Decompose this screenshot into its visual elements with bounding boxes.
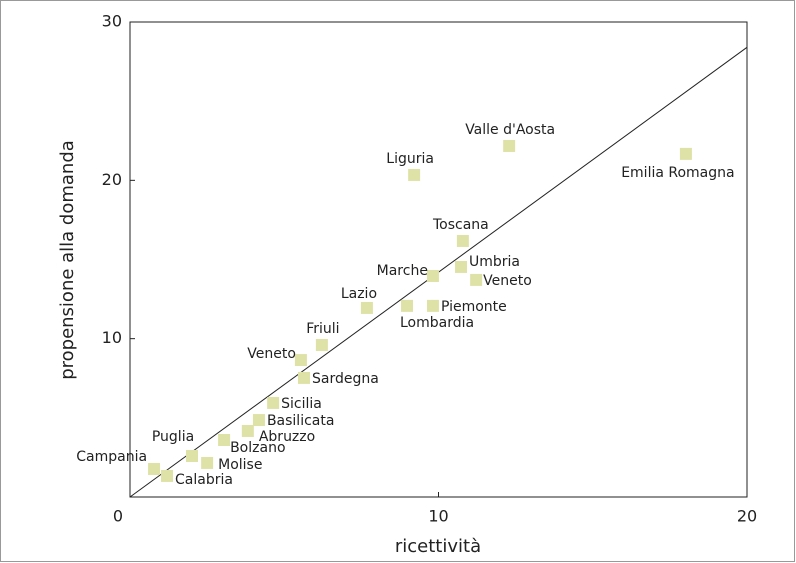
x-tick-label: 10 [428, 507, 448, 526]
point-label: Toscana [432, 217, 489, 233]
point-label: Emilia Romagna [621, 165, 734, 181]
point [161, 469, 174, 482]
point [241, 424, 254, 437]
point [426, 299, 439, 312]
point [455, 260, 468, 273]
point [503, 139, 516, 152]
y-tick-label: 30 [102, 12, 122, 31]
point-label: Valle d'Aosta [465, 122, 555, 138]
point-label: Piemonte [441, 299, 507, 315]
point [267, 396, 280, 409]
point [401, 299, 414, 312]
point [456, 234, 469, 247]
point [360, 301, 373, 314]
point-label: Puglia [152, 429, 194, 445]
x-axis-label: ricettività [395, 536, 481, 557]
point-label: Umbria [469, 254, 520, 270]
point-label: Sicilia [281, 396, 322, 412]
plot-area [129, 21, 748, 498]
y-axis-label: propensione alla domanda [57, 140, 78, 380]
point-label: Liguria [386, 151, 434, 167]
point-label: Lombardia [400, 315, 474, 331]
point-label: Bolzano [230, 440, 285, 456]
point-label: Sardegna [312, 371, 379, 387]
point-label: Veneto [247, 346, 296, 362]
y-tick-label: 20 [102, 170, 122, 189]
point [408, 168, 421, 181]
point-label: Molise [218, 457, 262, 473]
point-label: Marche [377, 263, 428, 279]
point-label: Friuli [306, 321, 339, 337]
point [297, 371, 310, 384]
point [470, 273, 483, 286]
x-tick-label: 0 [113, 507, 123, 526]
point [148, 462, 161, 475]
point-label: Lazio [341, 286, 377, 302]
point-label: Veneto [483, 273, 532, 289]
point [201, 456, 214, 469]
point [294, 354, 307, 367]
point [186, 449, 199, 462]
point-label: Campania [76, 449, 147, 465]
point-label: Basilicata [267, 413, 335, 429]
point [218, 434, 231, 446]
x-tick-label: 20 [737, 507, 757, 526]
point [315, 339, 328, 351]
y-tick-label: 10 [102, 328, 122, 347]
point [252, 414, 265, 427]
point-label: Abruzzo [259, 429, 315, 445]
point-label: Calabria [175, 472, 233, 488]
point [679, 147, 692, 160]
point [426, 269, 439, 282]
